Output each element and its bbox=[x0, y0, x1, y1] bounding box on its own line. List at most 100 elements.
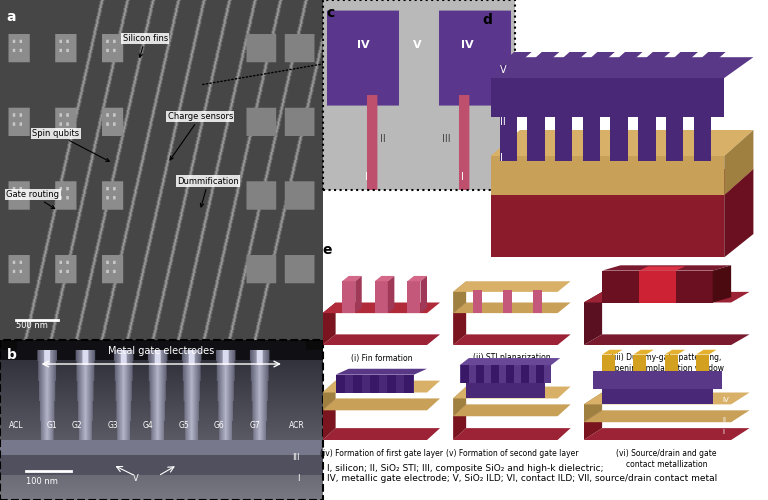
Text: G1: G1 bbox=[46, 421, 57, 430]
Polygon shape bbox=[459, 365, 551, 383]
Polygon shape bbox=[407, 276, 427, 281]
Polygon shape bbox=[724, 169, 753, 258]
Polygon shape bbox=[453, 281, 571, 292]
Text: (iv) Formation of first gate layer: (iv) Formation of first gate layer bbox=[319, 450, 443, 458]
Text: (ii) STI planarization: (ii) STI planarization bbox=[473, 354, 551, 362]
Polygon shape bbox=[355, 276, 362, 313]
Polygon shape bbox=[639, 266, 685, 270]
Polygon shape bbox=[506, 365, 514, 383]
Polygon shape bbox=[476, 365, 484, 383]
Text: 100 nm: 100 nm bbox=[26, 477, 58, 486]
Text: (iii) Dummy-gate patterning,
opening implantation window: (iii) Dummy-gate patterning, opening imp… bbox=[610, 354, 723, 373]
Text: G3: G3 bbox=[108, 421, 118, 430]
Polygon shape bbox=[665, 354, 677, 371]
Polygon shape bbox=[491, 156, 724, 195]
Polygon shape bbox=[323, 398, 440, 410]
Polygon shape bbox=[491, 365, 499, 383]
Polygon shape bbox=[499, 52, 531, 65]
Text: V: V bbox=[133, 474, 138, 483]
Text: I: I bbox=[297, 474, 300, 483]
Text: (vi) Source/drain and gate
contact metallization: (vi) Source/drain and gate contact metal… bbox=[617, 450, 717, 469]
Text: VII: VII bbox=[722, 358, 730, 364]
Polygon shape bbox=[343, 276, 362, 281]
Polygon shape bbox=[593, 371, 722, 389]
Polygon shape bbox=[634, 350, 654, 354]
Text: V: V bbox=[722, 388, 727, 394]
Polygon shape bbox=[375, 281, 388, 313]
Text: V: V bbox=[412, 40, 422, 50]
Polygon shape bbox=[666, 52, 698, 65]
Polygon shape bbox=[343, 281, 355, 313]
Polygon shape bbox=[453, 386, 571, 398]
Text: IV: IV bbox=[722, 397, 729, 403]
Polygon shape bbox=[407, 281, 421, 313]
Polygon shape bbox=[453, 302, 571, 313]
Polygon shape bbox=[503, 290, 511, 313]
Text: I: I bbox=[722, 429, 724, 435]
Text: Dummification: Dummification bbox=[177, 176, 239, 207]
Polygon shape bbox=[584, 292, 602, 345]
Text: G2: G2 bbox=[72, 421, 83, 430]
Text: Silicon fins: Silicon fins bbox=[123, 34, 168, 58]
Polygon shape bbox=[491, 57, 753, 78]
Text: c: c bbox=[326, 6, 335, 20]
Polygon shape bbox=[584, 392, 750, 404]
Polygon shape bbox=[459, 358, 560, 365]
Text: V: V bbox=[499, 65, 506, 75]
Polygon shape bbox=[638, 52, 670, 65]
Polygon shape bbox=[353, 374, 362, 392]
Polygon shape bbox=[453, 281, 466, 313]
Text: IV: IV bbox=[461, 40, 473, 50]
Text: G5: G5 bbox=[178, 421, 189, 430]
Text: (v) Formation of second gate layer: (v) Formation of second gate layer bbox=[445, 450, 578, 458]
Polygon shape bbox=[323, 302, 336, 345]
Polygon shape bbox=[634, 354, 647, 371]
Text: G4: G4 bbox=[143, 421, 154, 430]
Polygon shape bbox=[466, 380, 545, 398]
Polygon shape bbox=[696, 350, 717, 354]
Polygon shape bbox=[375, 276, 395, 281]
Text: I: I bbox=[499, 153, 502, 163]
Polygon shape bbox=[453, 428, 571, 440]
Polygon shape bbox=[602, 266, 731, 270]
Polygon shape bbox=[584, 410, 602, 440]
Polygon shape bbox=[602, 354, 615, 371]
Polygon shape bbox=[584, 334, 750, 345]
Text: I: I bbox=[461, 172, 464, 182]
Polygon shape bbox=[499, 65, 517, 161]
Polygon shape bbox=[491, 169, 753, 195]
Text: (i) Fin formation: (i) Fin formation bbox=[350, 354, 412, 362]
Polygon shape bbox=[453, 404, 571, 416]
Text: Spin qubits: Spin qubits bbox=[32, 129, 109, 162]
Polygon shape bbox=[584, 410, 750, 422]
Text: 500 nm: 500 nm bbox=[16, 321, 48, 330]
Text: I: I bbox=[365, 172, 368, 182]
Text: ACR: ACR bbox=[289, 421, 305, 430]
Text: I, silicon; II, SiO₂ STI; III, composite SiO₂ and high-k dielectric;
IV, metalli: I, silicon; II, SiO₂ STI; III, composite… bbox=[327, 464, 717, 483]
Polygon shape bbox=[453, 386, 466, 416]
Polygon shape bbox=[403, 374, 412, 392]
Polygon shape bbox=[611, 65, 628, 161]
Polygon shape bbox=[638, 65, 656, 161]
Polygon shape bbox=[583, 65, 601, 161]
Polygon shape bbox=[602, 386, 713, 404]
Text: G7: G7 bbox=[250, 421, 260, 430]
Polygon shape bbox=[713, 266, 731, 302]
Text: Gate routing: Gate routing bbox=[6, 190, 59, 208]
Polygon shape bbox=[491, 195, 724, 258]
Text: VI: VI bbox=[722, 376, 729, 382]
Polygon shape bbox=[602, 270, 713, 302]
Polygon shape bbox=[453, 302, 466, 345]
Polygon shape bbox=[521, 365, 529, 383]
Text: II: II bbox=[722, 417, 726, 423]
Polygon shape bbox=[527, 65, 545, 161]
Polygon shape bbox=[694, 52, 726, 65]
Polygon shape bbox=[583, 52, 614, 65]
Polygon shape bbox=[386, 374, 396, 392]
Polygon shape bbox=[491, 130, 753, 156]
Polygon shape bbox=[369, 374, 379, 392]
Polygon shape bbox=[323, 302, 440, 313]
Text: e: e bbox=[323, 243, 332, 257]
Polygon shape bbox=[584, 428, 750, 440]
Text: ACL: ACL bbox=[8, 421, 24, 430]
